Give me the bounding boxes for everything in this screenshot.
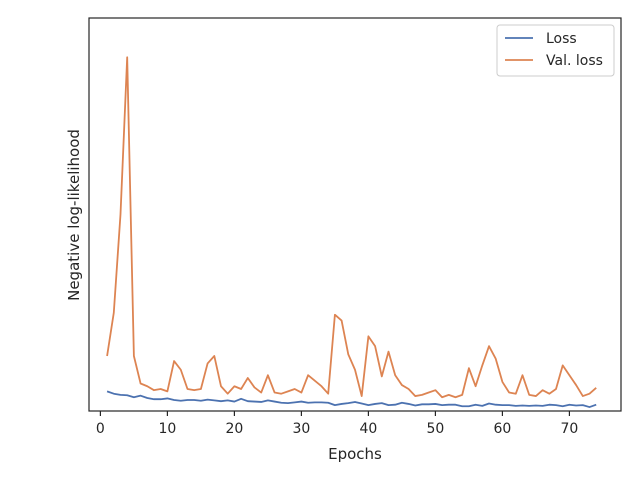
legend-label-loss: Loss <box>546 31 577 47</box>
series-layer <box>106 56 597 408</box>
legend: Loss Val. loss <box>496 24 615 77</box>
legend-label-val-loss: Val. loss <box>546 53 603 69</box>
x-tick-label: 0 <box>96 421 105 437</box>
x-tick-label: 50 <box>426 421 444 437</box>
x-tick-label: 20 <box>225 421 243 437</box>
x-tick-label: 60 <box>493 421 511 437</box>
x-tick-label: 30 <box>292 421 310 437</box>
series-line-loss <box>106 390 597 408</box>
x-tick-label: 40 <box>359 421 377 437</box>
y-axis-label: Negative log-likelihood <box>65 129 83 301</box>
x-tick-label: 10 <box>158 421 176 437</box>
x-axis-label: Epochs <box>328 445 382 463</box>
plot-area <box>88 17 622 412</box>
series-line-val-loss <box>106 56 597 399</box>
x-axis: 0 10 20 30 40 50 60 70 <box>96 411 578 437</box>
x-tick-label: 70 <box>560 421 578 437</box>
